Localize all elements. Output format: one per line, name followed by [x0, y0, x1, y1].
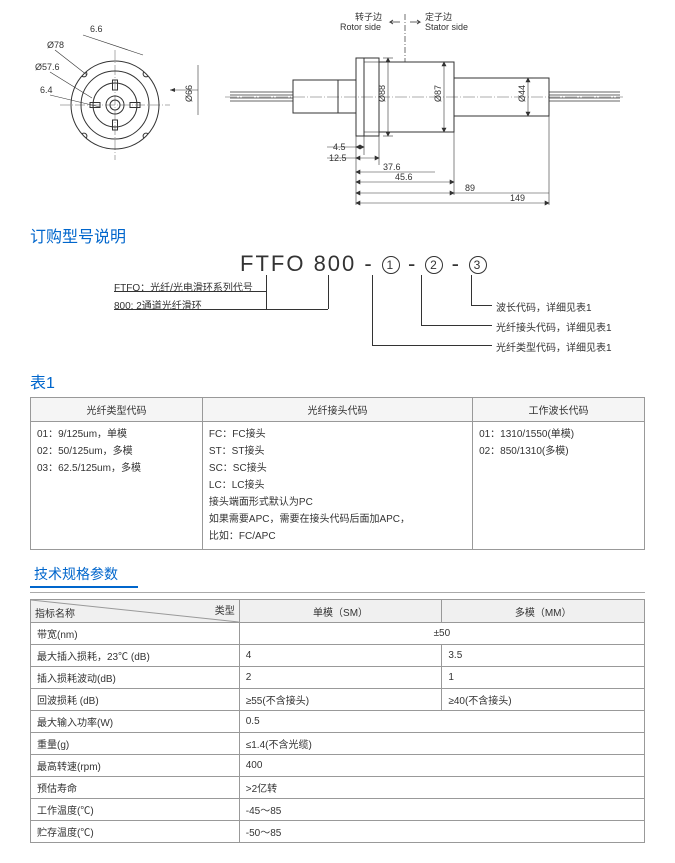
svg-text:Ø88: Ø88: [377, 85, 387, 102]
callout-p1: 光纤类型代码，详细见表1: [496, 339, 612, 354]
tech-spec-table: 指标名称 类型 单模（SM） 多模（MM） 带宽(nm)±50最大插入损耗，23…: [30, 599, 645, 843]
svg-text:37.6: 37.6: [383, 162, 401, 172]
tech-row: 贮存温度(℃)-50～85: [31, 821, 645, 843]
stator-label-cn: 定子边: [425, 11, 452, 22]
callout-p3: 波长代码，详细见表1: [496, 299, 592, 314]
tech-row: 最大输入功率(W)0.5: [31, 711, 645, 733]
tech-row: 插入损耗波动(dB)21: [31, 667, 645, 689]
tech-row: 预估寿命>2亿转: [31, 777, 645, 799]
svg-text:Ø78: Ø78: [47, 40, 64, 50]
part-number-diagram: FTFO 800 - 1 - 2 - 3 FTFO：光纤/光电滑环系列代号 80…: [30, 251, 645, 361]
code-table: 光纤类型代码 光纤接头代码 工作波长代码 01：9/125um，单模02：50/…: [30, 397, 645, 550]
svg-text:Ø57.6: Ø57.6: [35, 62, 60, 72]
svg-text:6.6: 6.6: [90, 24, 103, 34]
technical-drawing: 转子边 Rotor side 定子边 Stator side: [30, 10, 645, 215]
t1c1: 01：9/125um，单模02：50/125um，多模03：62.5/125um…: [31, 422, 203, 550]
svg-text:4.5: 4.5: [333, 142, 346, 152]
callout-ftfo: FTFO：光纤/光电滑环系列代号: [114, 279, 253, 294]
rotor-label-cn: 转子边: [355, 11, 382, 22]
svg-text:149: 149: [510, 193, 525, 203]
part-number-text: FTFO 800 - 1 - 2 - 3: [240, 251, 487, 277]
t1c2: FC：FC接头ST：ST接头SC：SC接头LC：LC接头接头端面形式默认为PC如…: [202, 422, 472, 550]
stator-label-en: Stator side: [425, 22, 468, 32]
svg-text:Ø87: Ø87: [433, 85, 443, 102]
svg-text:6.4: 6.4: [40, 85, 53, 95]
svg-text:Ø66: Ø66: [184, 85, 194, 102]
tech-row: 最高转速(rpm)400: [31, 755, 645, 777]
callout-800: 800: 2通道光纤滑环: [114, 297, 202, 312]
svg-text:89: 89: [465, 183, 475, 193]
tech-row: 最大插入损耗，23℃ (dB)43.5: [31, 645, 645, 667]
rotor-label-en: Rotor side: [340, 22, 381, 32]
svg-text:Ø44: Ø44: [517, 85, 527, 102]
tech-row: 带宽(nm)±50: [31, 623, 645, 645]
svg-text:45.6: 45.6: [395, 172, 413, 182]
tech-row: 回波损耗 (dB)≥55(不含接头)≥40(不含接头): [31, 689, 645, 711]
tech-title: 技术规格参数: [30, 562, 138, 588]
t1c3: 01：1310/1550(单模)02：850/1310(多模): [473, 422, 645, 550]
tech-row: 重量(g)≤1.4(不含光缆): [31, 733, 645, 755]
table1-title: 表1: [30, 369, 645, 393]
callout-p2: 光纤接头代码，详细见表1: [496, 319, 612, 334]
svg-text:12.5: 12.5: [329, 153, 347, 163]
tech-row: 工作温度(℃)-45～85: [31, 799, 645, 821]
order-section-title: 订购型号说明: [30, 223, 645, 247]
